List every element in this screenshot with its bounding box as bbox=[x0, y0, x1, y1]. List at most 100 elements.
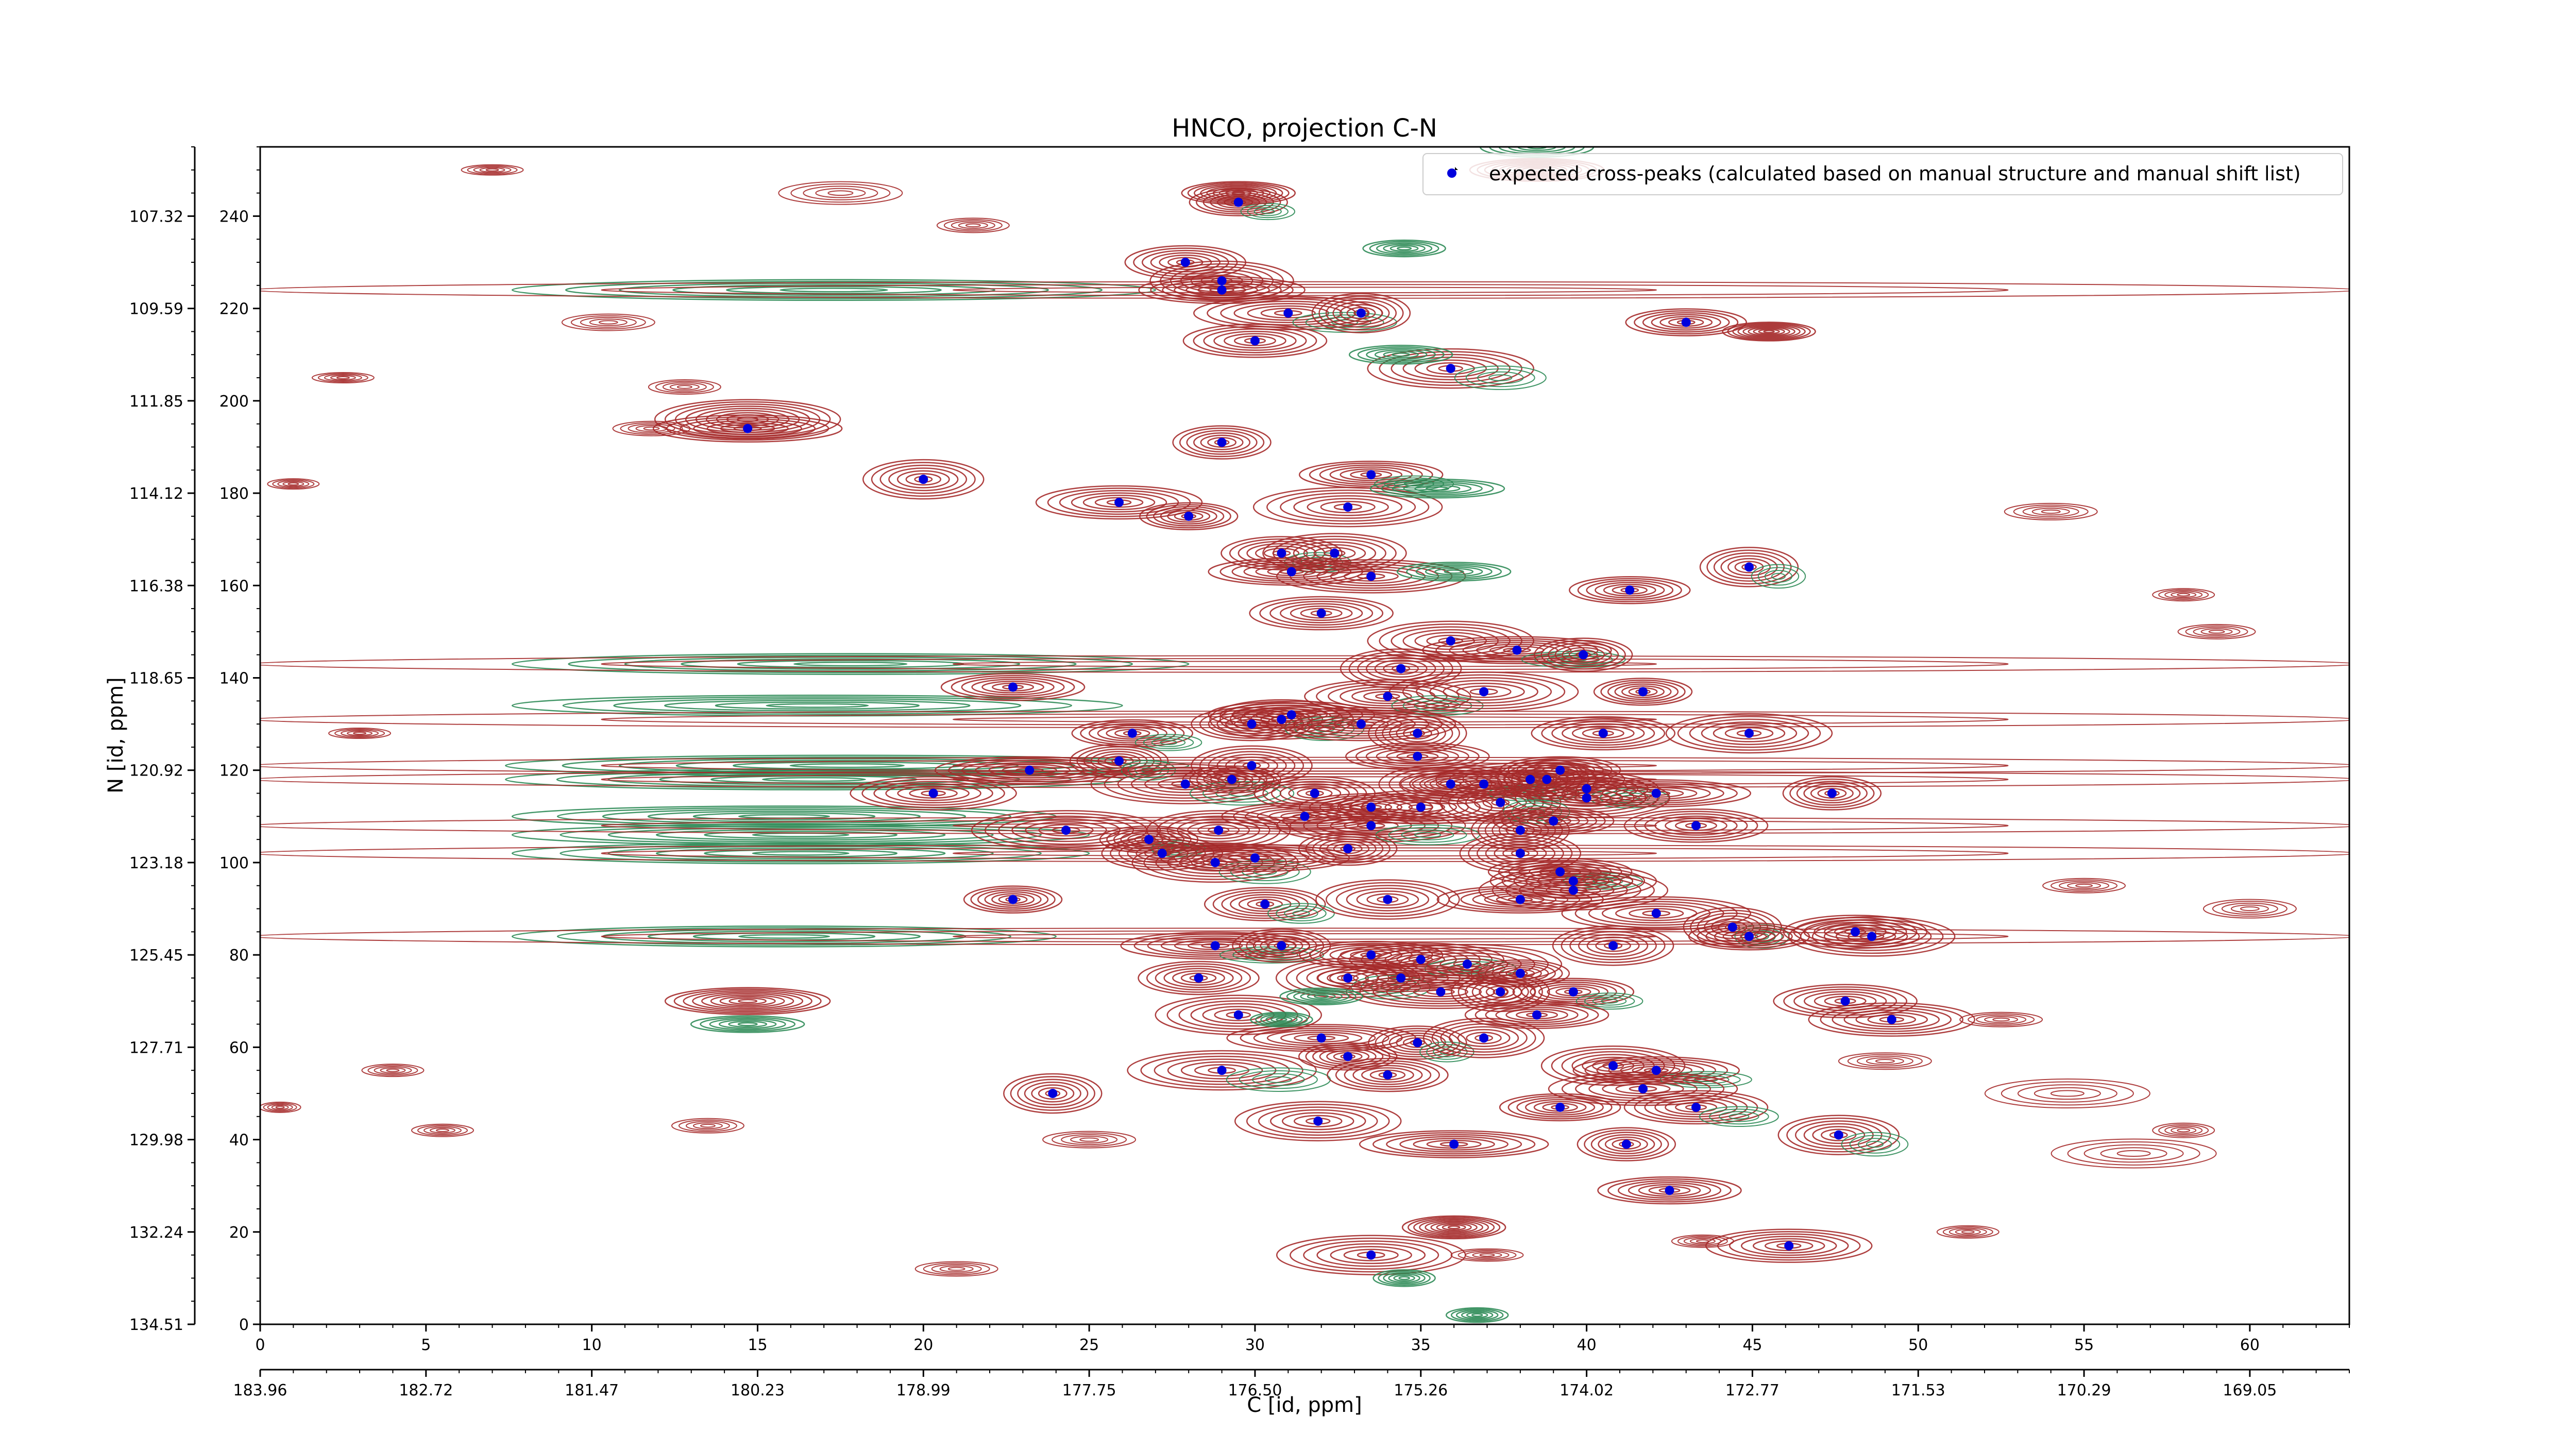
contour-ring bbox=[1330, 568, 1412, 584]
contour-ring bbox=[958, 222, 988, 229]
contour-ring bbox=[1634, 811, 1758, 840]
contour-ring bbox=[1444, 569, 1464, 574]
contour-ring bbox=[1255, 565, 1328, 578]
contour-ring bbox=[674, 403, 821, 435]
contour-ring bbox=[417, 1125, 468, 1136]
contour-ring bbox=[461, 164, 524, 176]
peak-marker bbox=[1651, 788, 1661, 798]
legend-label: expected cross-peaks (calculated based o… bbox=[1489, 162, 2301, 185]
contour-ring bbox=[2116, 1150, 2151, 1157]
contour-ring bbox=[1572, 1056, 1740, 1085]
peak-marker bbox=[1217, 285, 1227, 295]
contour-ring bbox=[1615, 787, 1698, 800]
contour-ring bbox=[1268, 810, 1341, 823]
contour-ring bbox=[282, 481, 304, 487]
contour-ring bbox=[673, 988, 822, 1014]
x-tick-label: 60 bbox=[2240, 1336, 2260, 1354]
contour-ring bbox=[1369, 1069, 1406, 1081]
contour-ring bbox=[1293, 990, 1350, 1003]
peak-marker bbox=[1496, 798, 1505, 807]
contour-ring bbox=[1071, 719, 1194, 748]
contour-ring bbox=[1166, 815, 1270, 845]
contour-ring bbox=[700, 1016, 796, 1032]
contour-ring bbox=[1252, 935, 1310, 956]
contour-ring bbox=[1369, 241, 1439, 256]
contour-ring bbox=[1728, 1114, 1750, 1120]
contour-ring bbox=[1200, 434, 1244, 450]
peak-marker bbox=[1217, 276, 1227, 285]
contour-ring bbox=[1713, 724, 1786, 743]
contour-ring bbox=[1498, 860, 1622, 884]
contour-ring bbox=[565, 280, 1103, 299]
contour-ring bbox=[336, 376, 350, 380]
contour-ring bbox=[1699, 547, 1799, 587]
x-ppm-tick-label: 177.75 bbox=[1062, 1381, 1116, 1400]
contour-ring bbox=[671, 1118, 744, 1134]
peak-marker bbox=[1316, 609, 1326, 618]
peak-marker bbox=[1330, 548, 1340, 558]
peak-marker bbox=[1277, 715, 1286, 724]
contour-ring bbox=[1592, 997, 1627, 1006]
contour-ring bbox=[1499, 756, 1621, 784]
contour-ring bbox=[1752, 1238, 1825, 1254]
contour-ring bbox=[977, 889, 1049, 910]
contour-ring bbox=[1614, 683, 1672, 700]
contour-ring bbox=[1426, 1043, 1468, 1060]
contour-ring bbox=[1568, 649, 1598, 661]
contour-ring bbox=[1240, 203, 1296, 221]
contour-ring bbox=[1518, 813, 1589, 830]
contour-ring bbox=[654, 399, 841, 440]
contour-ring bbox=[2240, 906, 2260, 912]
contour-ring bbox=[2164, 1125, 2203, 1136]
peak-marker bbox=[1396, 664, 1406, 673]
peak-marker bbox=[1413, 751, 1422, 761]
contour-ring bbox=[1552, 925, 1674, 966]
contour-ring bbox=[1259, 598, 1384, 628]
contour-ring bbox=[2067, 882, 2102, 889]
contour-ring bbox=[1399, 1136, 1509, 1153]
contour-ring bbox=[1378, 1270, 1431, 1286]
contour-ring bbox=[263, 1102, 297, 1112]
contour-ring bbox=[1659, 316, 1713, 329]
contour-ring bbox=[1445, 1307, 1509, 1323]
contour-ring bbox=[680, 418, 816, 439]
contour-ring bbox=[1607, 681, 1679, 702]
contour-ring bbox=[1391, 353, 1511, 383]
contour-ring bbox=[1204, 887, 1326, 921]
contour-ring bbox=[1106, 727, 1159, 740]
contour-ring bbox=[683, 990, 812, 1013]
peak-marker bbox=[1343, 1052, 1353, 1062]
x-tick-label: 35 bbox=[1411, 1336, 1431, 1354]
contour-ring bbox=[1425, 702, 1450, 709]
peak-marker bbox=[1449, 1139, 1459, 1149]
peak-marker bbox=[1217, 437, 1227, 447]
contour-ring bbox=[1849, 1135, 1901, 1154]
contour-ring bbox=[1540, 1045, 1686, 1086]
contour-ring bbox=[1448, 887, 1592, 912]
contour-ring bbox=[1372, 1269, 1436, 1287]
x-ppm-tick-label: 176.50 bbox=[1228, 1381, 1282, 1400]
peak-marker bbox=[1834, 1130, 1843, 1140]
contour-ring bbox=[1866, 1140, 1884, 1148]
contour-ring bbox=[1561, 896, 1752, 931]
contour-ring bbox=[1197, 824, 1240, 837]
contour-ring bbox=[1140, 1053, 1303, 1088]
contour-ring bbox=[1305, 1044, 1391, 1069]
contour-ring bbox=[718, 1019, 777, 1029]
contour-ring bbox=[2177, 593, 2191, 597]
y-axis-label: N [id, ppm] bbox=[104, 677, 128, 794]
contour-ring bbox=[1948, 1227, 1987, 1236]
contour-ring bbox=[1170, 266, 1274, 296]
contour-ring bbox=[1376, 748, 1460, 765]
contour-ring bbox=[1398, 1276, 1410, 1280]
contour-ring bbox=[1494, 844, 1547, 863]
contour-ring bbox=[1025, 821, 1107, 839]
contour-ring bbox=[939, 1265, 974, 1273]
contour-ring bbox=[923, 1262, 990, 1275]
peak-marker bbox=[1277, 548, 1286, 558]
contour-ring bbox=[1466, 1032, 1502, 1044]
contour-ring bbox=[664, 401, 831, 437]
peak-marker bbox=[1233, 1010, 1243, 1020]
peak-marker bbox=[1144, 835, 1154, 845]
contour-ring bbox=[1477, 371, 1524, 384]
